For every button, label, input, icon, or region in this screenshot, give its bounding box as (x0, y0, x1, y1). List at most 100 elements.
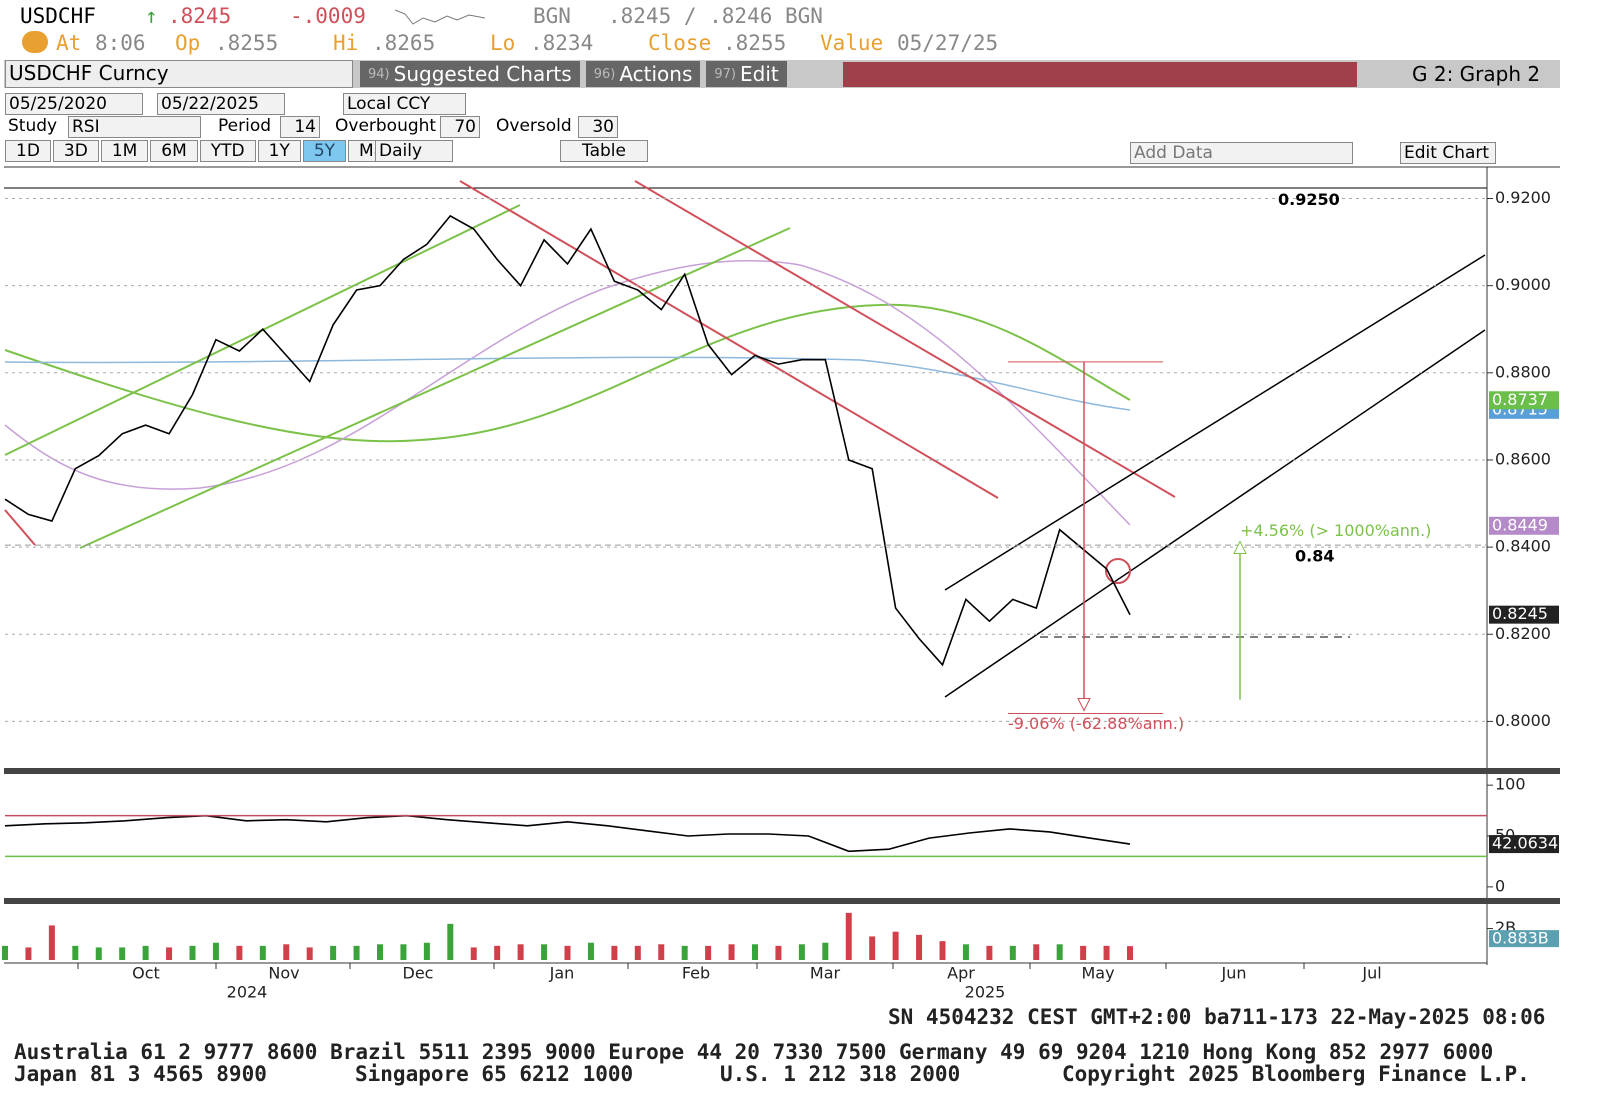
last-value-label: 0.8449 (1492, 515, 1548, 534)
volume-bar (1103, 945, 1110, 960)
volume-bar (986, 945, 993, 960)
op: .8255 (215, 31, 279, 55)
edit-chart[interactable]: Edit Chart (1400, 142, 1496, 164)
last-value-box (1489, 605, 1559, 624)
menu-item[interactable]: 94) Suggested Charts (360, 61, 580, 87)
range-button[interactable]: 1D (5, 140, 51, 162)
panel-divider (4, 898, 1560, 904)
y-tick-label: 0.8400 (1495, 537, 1551, 556)
volume-bar (587, 942, 594, 960)
volume-bar (25, 947, 32, 960)
trendline (79, 227, 791, 549)
overbought[interactable]: 70 (440, 116, 480, 138)
volume-bar (1080, 945, 1087, 960)
x-tick-label: Jul (1361, 964, 1381, 983)
volume-bar (2, 945, 8, 960)
y-tick-label: 0.9000 (1495, 275, 1551, 294)
volume-bar (353, 945, 360, 960)
last-value-box (1489, 930, 1559, 948)
menu-item[interactable]: 96) Actions (585, 61, 701, 87)
menu-number: 97) (714, 66, 737, 82)
panel-divider (4, 768, 1560, 774)
study-label: Study (8, 116, 58, 136)
title-bar (843, 62, 1357, 87)
x-tick-label: Jan (549, 964, 575, 983)
contact: Japan 81 3 4565 8900 (14, 1062, 267, 1086)
level-label: 0.84 (1295, 547, 1334, 566)
volume-bar (634, 945, 641, 960)
session-info: SN 4504232 CEST GMT+2:00 ba711-173 22-Ma… (888, 1005, 1546, 1029)
volume-bar (939, 941, 946, 960)
volume-bar (916, 934, 923, 960)
level-label: 0.9250 (1278, 190, 1340, 209)
range-button[interactable]: 6M (150, 140, 198, 162)
security-field[interactable]: USDCHF Curncy (5, 60, 353, 88)
volume-bar (728, 944, 735, 960)
volume-bar (306, 947, 313, 960)
range-button[interactable]: 5Y (302, 140, 347, 162)
trendline (634, 180, 1176, 498)
last-value-box (1489, 391, 1559, 410)
volume-bar (494, 945, 501, 960)
hi-label: Hi (333, 31, 359, 55)
volume-bar (142, 945, 149, 960)
volume-bar (1127, 946, 1133, 960)
volume-bar (166, 947, 173, 960)
start-date[interactable]: 05/25/2020 (5, 93, 143, 115)
volume-bar (95, 947, 102, 960)
volume-bar (236, 945, 243, 960)
copyright: Copyright 2025 Bloomberg Finance L.P. (1062, 1062, 1530, 1086)
year-label: 2024 (227, 983, 268, 1002)
value: 05/27/25 (897, 31, 999, 55)
oversold[interactable]: 30 (578, 116, 618, 138)
y-tick-label: 0.8800 (1495, 362, 1551, 381)
contact: U.S. 1 212 318 2000 (720, 1062, 961, 1086)
graph-name[interactable]: G 2: Graph 2 (1412, 62, 1541, 86)
currency[interactable]: Local CCY (343, 93, 466, 115)
channel-line (944, 329, 1486, 698)
volume-bar (564, 945, 571, 960)
bid-ask: .8245 / .8246 (608, 4, 773, 28)
y-tick-label: 0.8200 (1495, 624, 1551, 643)
contact: Singapore 65 6212 1000 (355, 1062, 634, 1086)
channel-line (944, 254, 1486, 591)
sparkline (395, 9, 485, 25)
menu-item[interactable]: 97) Edit (706, 61, 787, 87)
source: BGN (785, 4, 823, 28)
volume-bar (423, 942, 430, 960)
table-button[interactable]: Table (560, 140, 648, 162)
lo: .8234 (530, 31, 594, 55)
at-label: At (56, 31, 82, 55)
study[interactable]: RSI (68, 116, 201, 138)
x-tick-label: Apr (947, 964, 975, 983)
range-buttons: 1D3D1M6MYTD1Y5YMax (5, 140, 407, 162)
last-value-label: 0.8245 (1492, 604, 1548, 623)
at: 8:06 (95, 31, 146, 55)
contact-line: Australia 61 2 9777 8600 Brazil 5511 239… (14, 1040, 1494, 1064)
close-label: Close (648, 31, 712, 55)
x-tick-label: Feb (682, 964, 710, 983)
range-button[interactable]: YTD (199, 140, 256, 162)
last-value-label: 0.8737 (1492, 390, 1548, 409)
volume-bar (845, 912, 852, 960)
measure-label: -9.06% (-62.88%ann.) (1008, 714, 1184, 733)
last: .8245 (168, 4, 232, 28)
volume-bar (541, 944, 548, 960)
volume-bar (822, 942, 829, 960)
range-button[interactable]: 3D (52, 140, 99, 162)
oversold-label: Oversold (496, 116, 572, 136)
volume-bar (892, 931, 899, 960)
add-data[interactable]: Add Data (1130, 142, 1353, 164)
frequency[interactable]: Daily (375, 140, 453, 162)
moving-average (4, 303, 1131, 443)
volume-bar (447, 923, 454, 960)
range-button[interactable]: 1Y (257, 140, 301, 162)
moving-average (4, 356, 1131, 411)
volume-bar (189, 945, 196, 960)
period[interactable]: 14 (280, 116, 320, 138)
end-date[interactable]: 05/22/2025 (157, 93, 285, 115)
volume-bar (611, 945, 618, 960)
range-button[interactable]: 1M (100, 140, 149, 162)
overbought-label: Overbought (335, 116, 437, 136)
